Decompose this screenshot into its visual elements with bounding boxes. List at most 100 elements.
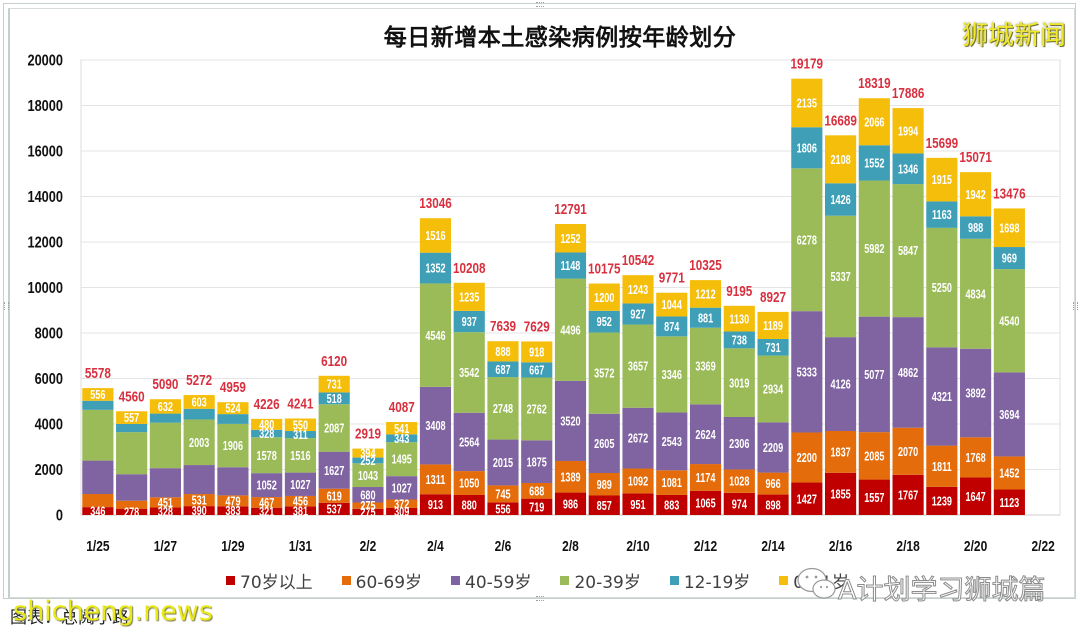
segment-value-label: 1811 xyxy=(932,460,952,474)
segment-value-label: 5250 xyxy=(932,282,952,296)
total-value-label: 4226 xyxy=(254,395,280,412)
y-tick-label: 0 xyxy=(56,507,63,525)
segment-value-label: 632 xyxy=(158,401,173,415)
bar-segment xyxy=(352,448,384,458)
bar-segment xyxy=(791,78,823,128)
bar-segment xyxy=(588,473,620,496)
segment-value-label: 1906 xyxy=(223,440,243,454)
segment-value-label: 738 xyxy=(732,334,747,348)
watermark-top-right: 狮城新闻 xyxy=(962,21,1067,51)
segment-value-label: 619 xyxy=(327,490,342,504)
segment-value-label: 974 xyxy=(732,498,748,512)
total-value-label: 12791 xyxy=(554,201,587,218)
total-value-label: 5090 xyxy=(152,376,178,393)
segment-value-label: 1942 xyxy=(965,188,985,202)
bar-stack xyxy=(116,411,148,515)
bar-segment xyxy=(554,224,587,253)
bar-stack xyxy=(554,224,587,515)
bars xyxy=(82,78,1025,515)
bar-segment xyxy=(251,507,283,515)
bar-segment xyxy=(521,377,553,441)
bar-segment xyxy=(892,427,924,475)
bar-segment xyxy=(622,324,654,408)
chart-title: 每日新增本土感染病例按年龄划分 xyxy=(383,25,737,51)
bar-stack xyxy=(723,305,755,515)
bar-segment xyxy=(284,438,317,473)
segment-value-label: 3408 xyxy=(425,420,445,434)
segment-value-label: 557 xyxy=(124,412,139,426)
y-tick-label: 20000 xyxy=(27,52,63,70)
segment-value-label: 881 xyxy=(698,312,713,326)
bar-segment xyxy=(757,494,789,515)
bar-segment xyxy=(453,494,485,515)
total-value-label: 9195 xyxy=(726,282,752,299)
segment-value-label: 1915 xyxy=(932,174,952,188)
bar-stack xyxy=(791,78,823,515)
bar-stack xyxy=(622,275,654,515)
legend-label: 12-19岁 xyxy=(683,573,751,593)
segment-value-label: 913 xyxy=(428,499,443,513)
segment-value-label: 2209 xyxy=(763,442,783,456)
bar-stack xyxy=(689,280,722,515)
legend: 70岁以上 60-69岁 40-59岁 20-39岁 12-19岁 0-11岁 xyxy=(226,568,849,593)
segment-value-label: 537 xyxy=(327,503,342,517)
segment-value-label: 1389 xyxy=(560,471,580,485)
segment-value-label: 1148 xyxy=(561,260,581,274)
bar-stack xyxy=(251,418,283,515)
bar-segment xyxy=(656,494,688,515)
bar-segment xyxy=(554,252,587,279)
x-tick-label: 1/29 xyxy=(221,538,245,555)
bar-segment xyxy=(993,208,1025,248)
bar-segment xyxy=(419,494,452,515)
total-value-label: 4241 xyxy=(287,395,313,412)
bar-segment xyxy=(521,341,553,363)
bar-segment xyxy=(183,395,215,409)
bar-stack xyxy=(82,388,114,515)
segment-value-label: 556 xyxy=(495,503,510,517)
segment-value-label: 4496 xyxy=(560,324,580,338)
bar-segment xyxy=(824,337,857,432)
y-tick-label: 14000 xyxy=(27,189,63,207)
segment-value-label: 989 xyxy=(597,478,612,492)
bar-segment xyxy=(116,432,148,475)
bar-segment xyxy=(521,498,553,515)
total-value-label: 4087 xyxy=(389,399,415,416)
segment-value-label: 3542 xyxy=(459,367,479,381)
bar-segment xyxy=(251,497,283,508)
segment-value-label: 311 xyxy=(293,429,308,443)
bar-segment xyxy=(284,472,317,496)
bar-segment xyxy=(318,392,350,405)
segment-value-label: 1426 xyxy=(830,194,850,208)
total-value-label: 19179 xyxy=(791,55,824,72)
segment-value-label: 524 xyxy=(225,402,241,416)
bar-segment xyxy=(689,404,722,465)
segment-value-label: 309 xyxy=(394,506,409,520)
segment-value-label: 346 xyxy=(90,505,105,519)
legend-swatch xyxy=(451,576,461,585)
segment-value-label: 883 xyxy=(664,499,679,513)
bar-segment xyxy=(588,413,620,474)
bar-segment xyxy=(487,377,519,440)
bar-segment xyxy=(824,183,857,216)
segment-value-label: 321 xyxy=(259,506,274,520)
bar-segment xyxy=(419,464,452,495)
segment-value-label: 541 xyxy=(394,422,409,436)
segment-value-label: 1552 xyxy=(864,157,884,171)
segment-value-label: 1065 xyxy=(695,497,715,511)
total-value-label: 13476 xyxy=(993,185,1026,202)
segment-value-label: 3369 xyxy=(695,360,715,374)
segment-value-label: 275 xyxy=(360,500,375,514)
bar-segment xyxy=(386,499,418,508)
segment-value-label: 1627 xyxy=(324,464,344,478)
bar-segment xyxy=(858,98,890,146)
segment-value-label: 731 xyxy=(765,341,780,355)
segment-value-label: 603 xyxy=(192,396,207,410)
bar-stack xyxy=(588,283,620,515)
watermark-bottom-right: A计划学习狮城篇 xyxy=(837,575,1046,607)
segment-value-label: 5847 xyxy=(898,245,918,259)
bar-segment xyxy=(217,467,249,496)
segment-value-label: 5077 xyxy=(864,369,884,383)
bar-segment xyxy=(757,472,789,495)
bar-segment xyxy=(149,468,181,498)
segment-value-label: 328 xyxy=(158,505,173,519)
